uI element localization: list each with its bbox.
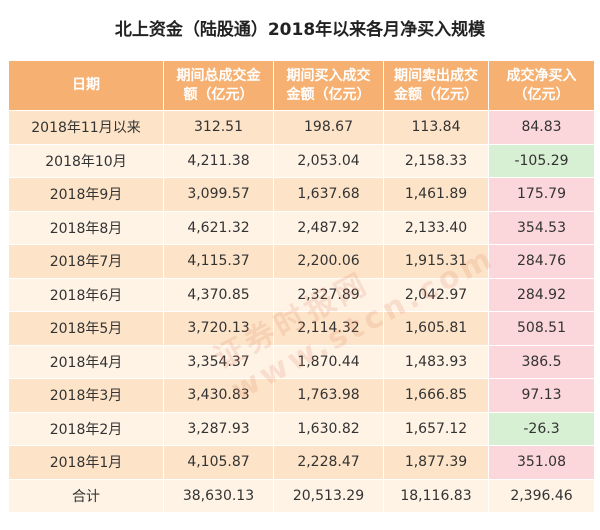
cell-sell: 1,461.89 — [383, 177, 489, 212]
header-buy-line: 期间买入成交 — [286, 67, 371, 84]
total-cell-buy: 20,513.29 — [273, 478, 384, 513]
cell-net: 84.83 — [488, 110, 595, 145]
header-sell-line: 金额（亿元） — [394, 86, 478, 103]
cell-total: 4,621.32 — [163, 210, 274, 245]
cell-net: 354.53 — [488, 210, 595, 245]
chart-title: 北上资金（陆股通）2018年以来各月净买入规模 — [114, 20, 486, 40]
cell-net: 386.5 — [488, 344, 595, 379]
cell-net: -26.3 — [488, 411, 595, 446]
header-total: 期间总成交金 额（亿元） — [163, 60, 274, 111]
cell-sell: 1,915.31 — [383, 244, 489, 279]
cell-net: 284.76 — [488, 244, 595, 279]
cell-net: -105.29 — [488, 143, 595, 178]
header-sell: 期间卖出成交 金额（亿元） — [383, 60, 489, 111]
cell-buy: 1,630.82 — [273, 411, 384, 446]
cell-date: 2018年4月 — [8, 344, 164, 379]
cell-total: 312.51 — [163, 110, 274, 145]
total-cell-date: 合计 — [8, 478, 164, 513]
cell-date: 2018年8月 — [8, 210, 164, 245]
table-row: 2018年5月 3,720.13 2,114.32 1,605.81 508.51 — [8, 311, 595, 346]
cell-net: 351.08 — [488, 445, 595, 480]
table-row: 2018年3月 3,430.83 1,763.98 1,666.85 97.13 — [8, 378, 595, 413]
cell-net: 97.13 — [488, 378, 595, 413]
header-net-line: 成交净买入 — [506, 67, 577, 84]
cell-buy: 2,327.89 — [273, 277, 384, 312]
table-body: 2018年11月以来 312.51 198.67 113.84 84.83 2018年10… — [8, 110, 595, 513]
cell-total: 4,105.87 — [163, 445, 274, 480]
cell-buy: 1,637.68 — [273, 177, 384, 212]
cell-sell: 1,666.85 — [383, 378, 489, 413]
cell-total: 3,430.83 — [163, 378, 274, 413]
header-date: 日期 — [8, 60, 164, 111]
cell-sell: 2,158.33 — [383, 143, 489, 178]
cell-buy: 2,228.47 — [273, 445, 384, 480]
cell-date: 2018年1月 — [8, 445, 164, 480]
header-sell-line: 期间卖出成交 — [394, 67, 478, 84]
cell-sell: 1,877.39 — [383, 445, 489, 480]
table-row: 2018年7月 4,115.37 2,200.06 1,915.31 284.76 — [8, 244, 595, 279]
cell-buy: 1,763.98 — [273, 378, 384, 413]
cell-total: 4,370.85 — [163, 277, 274, 312]
header-total-line: 期间总成交金 — [176, 67, 261, 84]
table-row: 2018年1月 4,105.87 2,228.47 1,877.39 351.08 — [8, 445, 595, 480]
cell-date: 2018年11月以来 — [8, 110, 164, 145]
table-row: 2018年10月 4,211.38 2,053.04 2,158.33 -105.29 — [8, 143, 595, 178]
cell-date: 2018年9月 — [8, 177, 164, 212]
cell-buy: 1,870.44 — [273, 344, 384, 379]
table-row: 2018年6月 4,370.85 2,327.89 2,042.97 284.92 — [8, 277, 595, 312]
table-row: 2018年2月 3,287.93 1,630.82 1,657.12 -26.3 — [8, 411, 595, 446]
cell-buy: 2,487.92 — [273, 210, 384, 245]
total-cell-sell: 18,116.83 — [383, 478, 489, 513]
cell-buy: 2,053.04 — [273, 143, 384, 178]
table-row: 2018年4月 3,354.37 1,870.44 1,483.93 386.5 — [8, 344, 595, 379]
header-buy: 期间买入成交 金额（亿元） — [273, 60, 384, 111]
header-net: 成交净买入 （亿元） — [488, 60, 595, 111]
table-row: 2018年11月以来 312.51 198.67 113.84 84.83 — [8, 110, 595, 145]
header-total-line: 额（亿元） — [183, 86, 254, 103]
cell-sell: 2,133.40 — [383, 210, 489, 245]
cell-total: 4,115.37 — [163, 244, 274, 279]
cell-total: 3,287.93 — [163, 411, 274, 446]
cell-sell: 1,483.93 — [383, 344, 489, 379]
cell-sell: 2,042.97 — [383, 277, 489, 312]
table-row: 2018年9月 3,099.57 1,637.68 1,461.89 175.79 — [8, 177, 595, 212]
cell-date: 2018年7月 — [8, 244, 164, 279]
cell-date: 2018年10月 — [8, 143, 164, 178]
header-row: 日期 期间总成交金 额（亿元） 期间买入成交 金额（亿元） 期间卖出成交 金额（亿元） 成交净… — [8, 60, 595, 111]
cell-total: 4,211.38 — [163, 143, 274, 178]
cell-total: 3,099.57 — [163, 177, 274, 212]
total-cell-total: 38,630.13 — [163, 478, 274, 513]
cell-sell: 113.84 — [383, 110, 489, 145]
cell-net: 175.79 — [488, 177, 595, 212]
cell-date: 2018年6月 — [8, 277, 164, 312]
cell-net: 508.51 — [488, 311, 595, 346]
cell-date: 2018年3月 — [8, 378, 164, 413]
header-buy-line: 金额（亿元） — [286, 86, 371, 103]
cell-total: 3,354.37 — [163, 344, 274, 379]
header-date-line: 日期 — [72, 77, 100, 93]
cell-net: 284.92 — [488, 277, 595, 312]
cell-buy: 198.67 — [273, 110, 384, 145]
total-row: 合计 38,630.13 20,513.29 18,116.83 2,396.46 — [8, 478, 595, 513]
cell-sell: 1,605.81 — [383, 311, 489, 346]
total-cell-net: 2,396.46 — [488, 478, 595, 513]
cell-buy: 2,114.32 — [273, 311, 384, 346]
net-buy-table: 日期 期间总成交金 额（亿元） 期间买入成交 金额（亿元） 期间卖出成交 金额（亿元） 成交净… — [8, 60, 595, 513]
header-net-line: （亿元） — [513, 86, 570, 103]
cell-date: 2018年5月 — [8, 311, 164, 346]
cell-total: 3,720.13 — [163, 311, 274, 346]
cell-buy: 2,200.06 — [273, 244, 384, 279]
cell-date: 2018年2月 — [8, 411, 164, 446]
cell-sell: 1,657.12 — [383, 411, 489, 446]
table-row: 2018年8月 4,621.32 2,487.92 2,133.40 354.53 — [8, 210, 595, 245]
